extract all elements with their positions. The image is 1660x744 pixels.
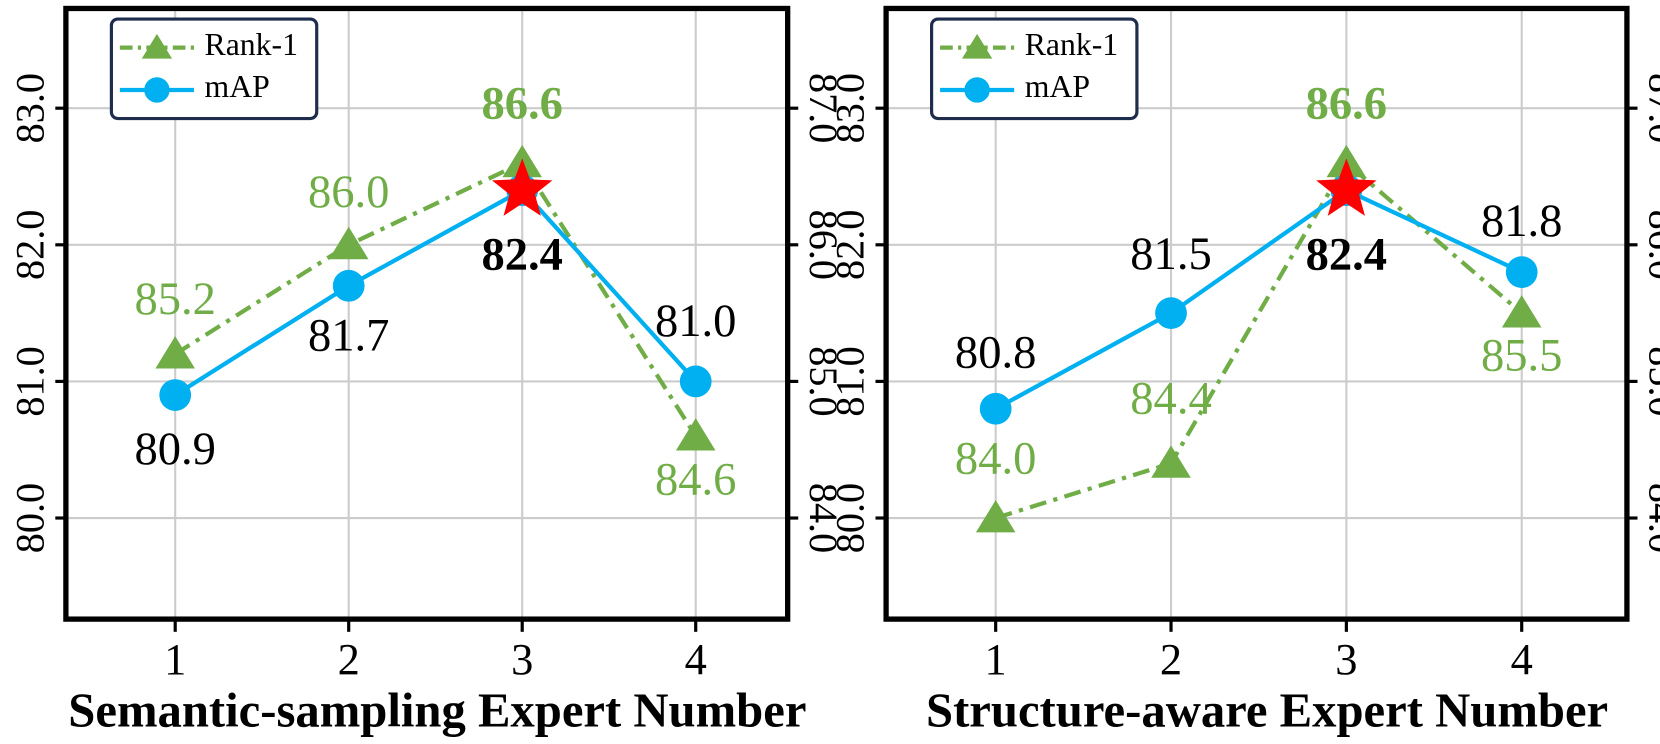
y-tick-label: 81.0 bbox=[7, 346, 52, 416]
legend-label: Rank-1 bbox=[205, 27, 298, 62]
plot-frame bbox=[883, 5, 1630, 622]
value-label: 81.7 bbox=[308, 310, 389, 361]
series-line bbox=[174, 187, 698, 397]
circle-marker bbox=[679, 365, 712, 398]
value-label: 81.8 bbox=[1481, 196, 1562, 247]
y2-tick-label: 87.0 bbox=[1640, 73, 1660, 143]
x-axis-title: Structure-aware Expert Number bbox=[926, 684, 1608, 738]
plot-frame bbox=[63, 5, 791, 622]
x-tick-label: 3 bbox=[511, 634, 533, 684]
value-label: 85.5 bbox=[1481, 330, 1562, 381]
legend-marker bbox=[141, 33, 173, 59]
x-tick-label: 4 bbox=[685, 634, 707, 684]
legend-marker bbox=[964, 77, 990, 103]
y2-tick-label: 87.0 bbox=[801, 73, 846, 143]
triangle-marker bbox=[675, 418, 716, 451]
legend-label: Rank-1 bbox=[1025, 27, 1118, 62]
value-label: 81.5 bbox=[1130, 229, 1211, 280]
y2-tick-label: 86.0 bbox=[801, 210, 846, 280]
series-line bbox=[995, 159, 1524, 521]
circle-marker bbox=[1155, 297, 1187, 329]
y-tick-label: 83.0 bbox=[7, 73, 52, 143]
x-tick-label: 3 bbox=[1335, 634, 1357, 684]
y2-tick-label: 84.0 bbox=[1640, 483, 1660, 553]
circle-marker bbox=[332, 269, 365, 302]
y2-tick-label: 85.0 bbox=[1640, 346, 1660, 416]
y-tick-label: 80.0 bbox=[7, 483, 52, 553]
triangle-marker bbox=[1151, 445, 1191, 478]
value-label: 84.6 bbox=[655, 454, 736, 505]
x-tick-label: 1 bbox=[164, 634, 186, 684]
circle-marker bbox=[979, 392, 1012, 425]
x-tick-label: 1 bbox=[985, 634, 1007, 684]
legend-label: mAP bbox=[205, 69, 270, 104]
value-label: 82.4 bbox=[481, 230, 562, 281]
triangle-marker bbox=[155, 336, 195, 369]
triangle-marker bbox=[975, 500, 1016, 533]
triangle-marker bbox=[1501, 295, 1542, 328]
value-label: 86.0 bbox=[308, 167, 389, 218]
value-label: 86.6 bbox=[1306, 78, 1387, 129]
value-label: 81.0 bbox=[655, 296, 736, 347]
x-tick-label: 2 bbox=[1160, 634, 1182, 684]
y2-tick-label: 86.0 bbox=[1640, 210, 1660, 280]
y-tick-label: 80.0 bbox=[828, 483, 873, 553]
x-tick-label: 2 bbox=[338, 634, 360, 684]
x-axis-title: Semantic-sampling Expert Number bbox=[68, 684, 806, 738]
value-label: 80.9 bbox=[134, 424, 215, 475]
y-tick-label: 83.0 bbox=[828, 73, 873, 143]
series-line bbox=[994, 187, 1523, 411]
best-star bbox=[491, 158, 553, 216]
y2-tick-label: 85.0 bbox=[801, 346, 846, 416]
legend-marker bbox=[961, 33, 993, 59]
value-label: 86.6 bbox=[481, 78, 562, 129]
value-label: 80.8 bbox=[955, 328, 1036, 379]
y-tick-label: 81.0 bbox=[828, 346, 873, 416]
best-star bbox=[1316, 158, 1377, 216]
y-tick-label: 82.0 bbox=[828, 210, 873, 280]
value-label: 84.0 bbox=[955, 434, 1036, 485]
value-label: 85.2 bbox=[134, 274, 215, 325]
series-line bbox=[174, 160, 698, 438]
circle-marker bbox=[1505, 256, 1538, 289]
value-label: 84.4 bbox=[1130, 374, 1211, 425]
y2-tick-label: 84.0 bbox=[801, 483, 846, 553]
legend-label: mAP bbox=[1025, 69, 1090, 104]
y-tick-label: 82.0 bbox=[7, 210, 52, 280]
triangle-marker bbox=[328, 226, 369, 260]
legend-marker bbox=[144, 77, 170, 103]
x-tick-label: 4 bbox=[1511, 634, 1533, 684]
value-label: 82.4 bbox=[1306, 230, 1387, 281]
circle-marker bbox=[159, 379, 192, 411]
